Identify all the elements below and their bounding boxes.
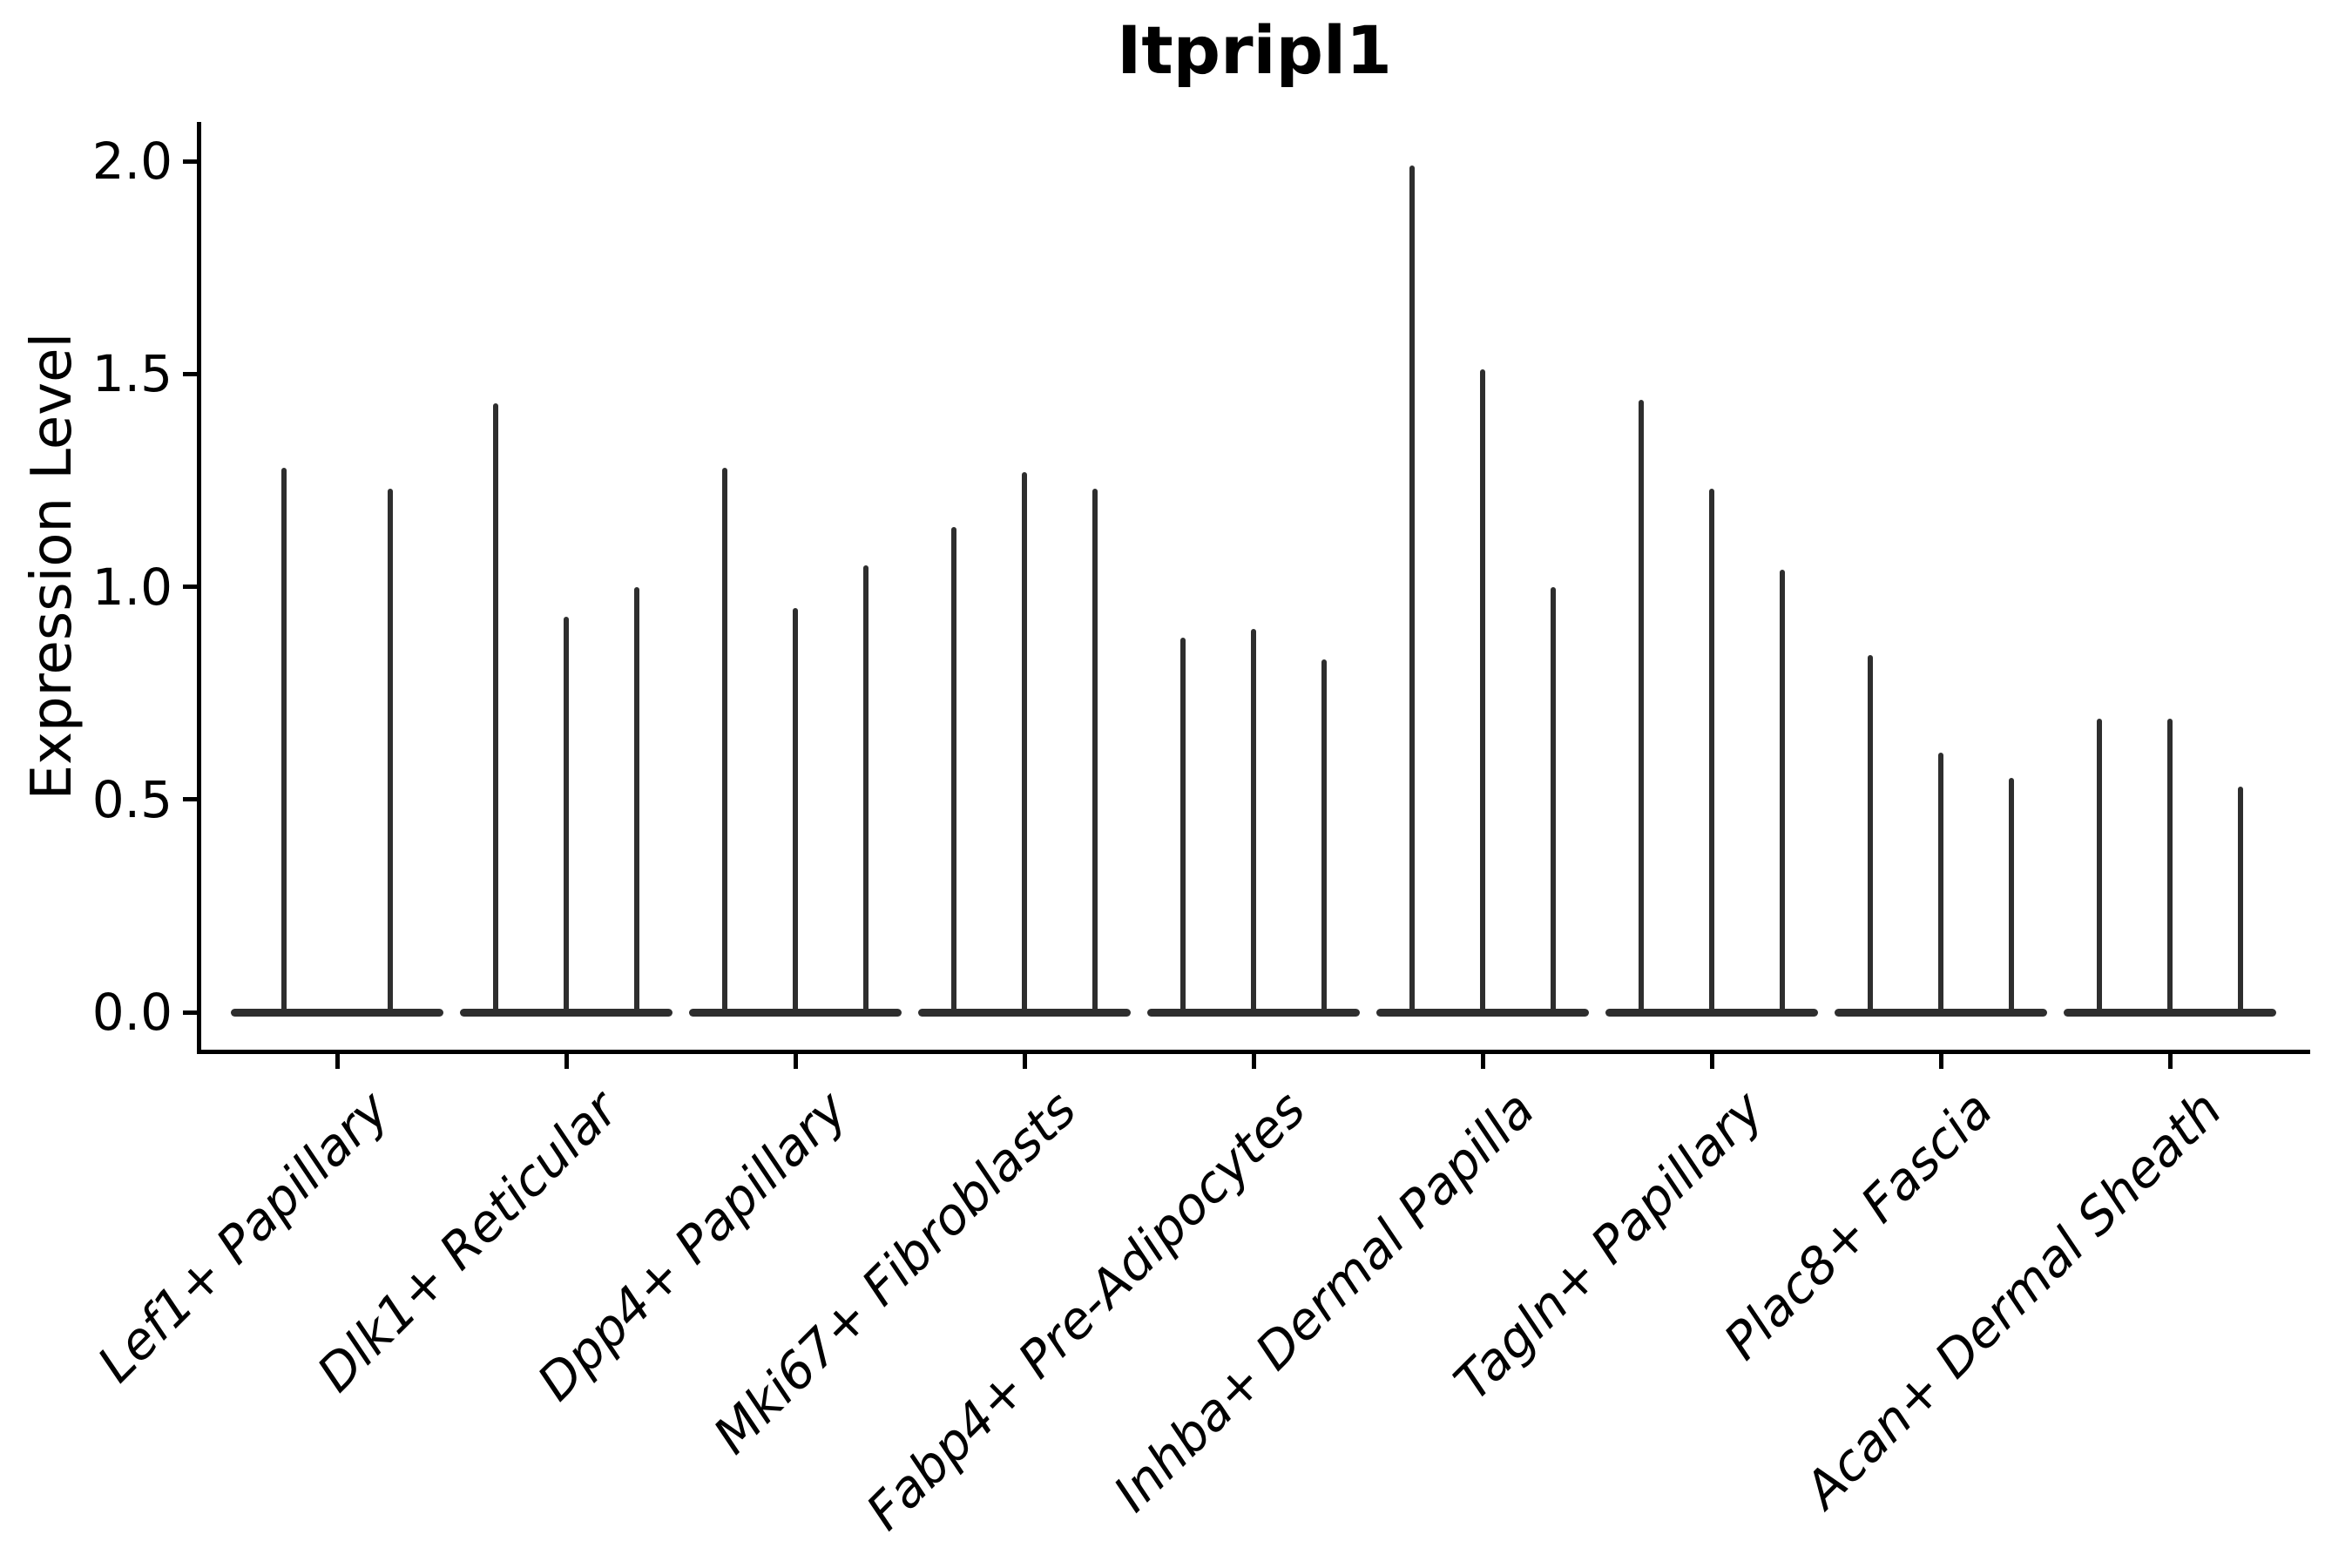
y-tick-label: 2.0 — [91, 132, 172, 191]
y-tick-mark — [183, 1010, 199, 1015]
x-tick-mark — [564, 1054, 569, 1069]
y-tick-label: 0.0 — [91, 983, 172, 1042]
violin-base — [2064, 1008, 2276, 1017]
violin-spike — [2167, 718, 2173, 1012]
x-tick-mark — [793, 1054, 798, 1069]
violin-base — [1605, 1008, 1818, 1017]
violin-spike — [492, 403, 498, 1012]
violin-base — [1376, 1008, 1589, 1017]
violin-spike — [1938, 753, 1943, 1012]
violin-spike — [1409, 165, 1415, 1012]
x-tick-mark — [1709, 1054, 1714, 1069]
violin-spike — [564, 616, 569, 1012]
violin-base — [1835, 1008, 2047, 1017]
violin-spike — [721, 467, 727, 1012]
violin-spike — [1551, 586, 1557, 1012]
violin-spike — [1179, 638, 1186, 1012]
violin-spike — [2009, 778, 2015, 1012]
violin-spike — [1780, 569, 1786, 1012]
x-tick-mark — [2167, 1054, 2173, 1069]
violin-spike — [1709, 489, 1714, 1012]
y-tick-label: 1.0 — [91, 557, 172, 617]
violin-spike — [1480, 369, 1485, 1012]
violin-spike — [634, 586, 640, 1012]
y-tick-mark — [183, 159, 199, 164]
violin-spike — [388, 489, 393, 1012]
violin-spike — [950, 527, 956, 1012]
violin-spike — [1022, 471, 1027, 1012]
violin-spike — [2096, 718, 2102, 1012]
y-tick-mark — [183, 371, 199, 376]
x-tick-mark — [335, 1054, 340, 1069]
y-tick-mark — [183, 797, 199, 802]
violin-spike — [1321, 659, 1328, 1012]
violin-base — [231, 1008, 443, 1017]
violin-spike — [1867, 654, 1873, 1012]
violin-spike — [793, 607, 798, 1012]
x-tick-mark — [1022, 1054, 1027, 1069]
violin-spike — [1638, 399, 1644, 1012]
y-tick-mark — [183, 585, 199, 589]
x-tick-mark — [1480, 1054, 1485, 1069]
violin-spike — [863, 565, 869, 1012]
violin-spike — [281, 467, 287, 1012]
violin-spike — [1251, 629, 1256, 1012]
y-axis-spine — [197, 122, 201, 1054]
violin-base — [1147, 1008, 1360, 1017]
y-tick-label: 0.5 — [91, 769, 172, 829]
violin-base — [689, 1008, 902, 1017]
x-tick-mark — [1938, 1054, 1943, 1069]
plot-title: Itpripl1 — [1117, 11, 1392, 89]
violin-spike — [1092, 489, 1098, 1012]
violin-spike — [2238, 787, 2244, 1012]
x-axis-spine — [197, 1050, 2310, 1054]
y-tick-label: 1.5 — [91, 344, 172, 404]
violin-base — [460, 1008, 672, 1017]
x-tick-mark — [1251, 1054, 1256, 1069]
violin-base — [918, 1008, 1131, 1017]
